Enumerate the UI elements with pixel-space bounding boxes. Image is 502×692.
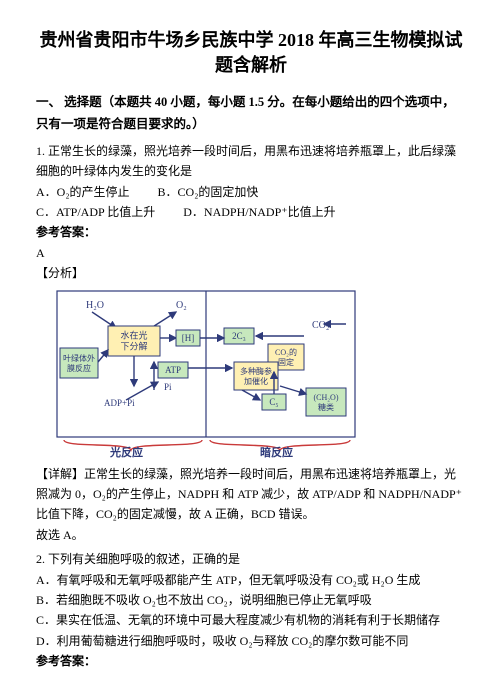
q1-answer: A [36,243,466,263]
svg-text:暗反应: 暗反应 [260,445,293,458]
svg-text:CO₂: CO₂ [312,320,329,331]
svg-text:C₅: C₅ [269,397,278,407]
svg-text:多种酶参: 多种酶参 [240,365,272,375]
q2-optC: C．果实在低温、无氧的环境中可最大程度减少有机物的消耗有利于长期储存 [36,610,466,630]
svg-text:ADP+Pi: ADP+Pi [104,398,135,408]
svg-text:下分解: 下分解 [120,340,147,351]
svg-text:加催化: 加催化 [244,375,268,385]
q1-optA: A．O₂的产生停止 [36,182,130,202]
svg-text:叶绿体外: 叶绿体外 [63,352,95,362]
svg-text:Pi: Pi [164,382,172,392]
q1-conclude: 故选 A。 [36,525,466,545]
svg-text:膜反应: 膜反应 [67,362,91,372]
page-title: 贵州省贵阳市牛场乡民族中学 2018 年高三生物模拟试题含解析 [36,28,466,78]
svg-text:2C₃: 2C₃ [232,331,246,341]
q2-optD: D．利用葡萄糖进行细胞呼吸时，吸收 O₂与释放 CO₂的摩尔数可能不同 [36,631,466,651]
section-header: 一、 选择题（本题共 40 小题，每小题 1.5 分。在每小题给出的四个选项中，… [36,92,466,135]
q2-optA: A．有氧呼吸和无氧呼吸都能产生 ATP，但无氧呼吸没有 CO₂或 H₂O 生成 [36,570,466,590]
q1-detail: 【详解】正常生长的绿藻，照光培养一段时间后，用黑布迅速将培养瓶罩上，光照减为 0… [36,464,466,525]
svg-text:H₂O: H₂O [86,300,104,311]
q2-ref-label: 参考答案： [36,651,466,671]
svg-text:固定: 固定 [278,356,294,366]
svg-text:[H]: [H] [182,333,195,343]
q1-options: A．O₂的产生停止 B．CO₂的固定加快 C．ATP/ADP 比值上升 D．NA… [36,182,466,223]
q1-stem: 1. 正常生长的绿藻，照光培养一段时间后，用黑布迅速将培养瓶罩上，此后绿藻细胞的… [36,141,466,182]
q1-optD: D．NADPH/NADP⁺比值上升 [183,202,335,222]
svg-text:水在光: 水在光 [120,329,147,340]
q2-stem: 2. 下列有关细胞呼吸的叙述，正确的是 [36,549,466,569]
q1-ref-label: 参考答案： [36,222,466,242]
svg-text:糖类: 糖类 [318,401,334,411]
svg-text:(CH₂O): (CH₂O) [313,392,338,401]
q1-optC: C．ATP/ADP 比值上升 [36,202,155,222]
q1-analysis-label: 【分析】 [36,263,466,283]
svg-text:ATP: ATP [165,365,181,375]
photosynthesis-diagram: H₂O O₂ 水在光下分解 [H] 叶绿体外膜反应 ATP Pi ADP+Pi 2C₃ CO₂ CO… [56,290,466,458]
svg-text:光反应: 光反应 [109,445,143,458]
svg-text:CO₂的: CO₂的 [275,346,297,356]
q1-optB: B．CO₂的固定加快 [158,182,259,202]
svg-text:O₂: O₂ [176,300,187,311]
q2-optB: B．若细胞既不吸收 O₂也不放出 CO₂，说明细胞已停止无氧呼吸 [36,590,466,610]
